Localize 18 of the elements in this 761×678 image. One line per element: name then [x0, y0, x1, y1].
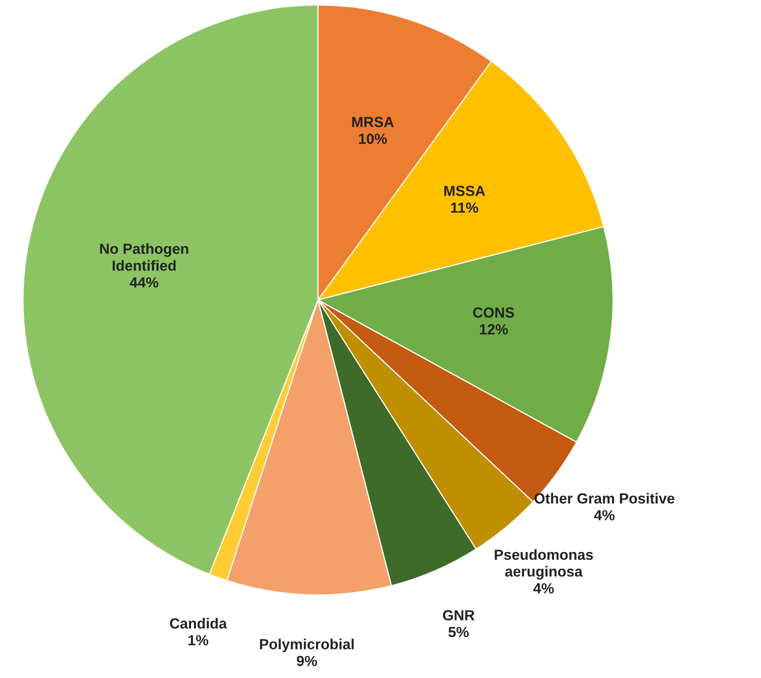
data-label: 10%	[359, 134, 387, 144]
data-label: 4%	[533, 583, 554, 594]
slice-label: MRSA	[352, 116, 394, 128]
slice-label: GNR	[442, 610, 474, 620]
data-label: 1%	[188, 635, 208, 646]
slice-label: Pseudomonas aeruginosa	[494, 549, 593, 580]
data-label: 5%	[448, 626, 469, 638]
slice-label: CONS	[473, 307, 514, 318]
data-label: 4%	[594, 510, 615, 520]
data-label: 12%	[480, 324, 508, 334]
data-label: 44%	[130, 277, 158, 288]
slice-label: Candida	[170, 618, 227, 629]
data-label: 9%	[296, 656, 318, 666]
slice-label: MSSA	[444, 186, 486, 196]
slice-label: Polymicrobial	[260, 638, 354, 652]
data-label: 11%	[451, 202, 478, 213]
slice-label: No Pathogen Identified	[100, 243, 188, 271]
slice-label: Other Gram Positive	[534, 492, 674, 504]
